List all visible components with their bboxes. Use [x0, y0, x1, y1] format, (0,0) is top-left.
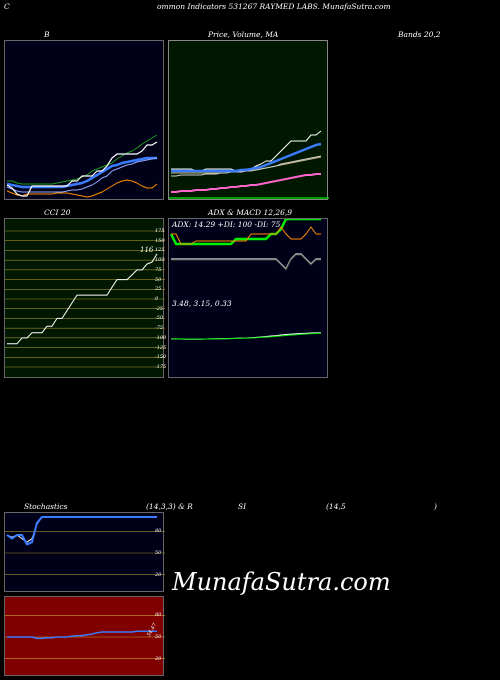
stoch-k-line — [6, 516, 157, 546]
adx-plus-di-line — [169, 219, 321, 246]
bands-title-right: Bands 20,2 — [398, 30, 441, 39]
rsi-line — [7, 630, 157, 640]
y-tick-label: 100 — [155, 257, 165, 264]
y-tick-label: 75 — [155, 266, 162, 273]
y-tick-label: 50 — [155, 634, 162, 640]
bands-chart — [6, 134, 158, 198]
bands-title-left: B — [44, 30, 50, 39]
stoch-chart — [5, 516, 165, 575]
volume-ma-line — [171, 173, 321, 193]
macd-values: 3.48, 3.15, 0.33 — [172, 299, 232, 308]
y-tick-label: 20 — [155, 655, 162, 662]
bands-middle-line — [6, 156, 157, 189]
cci-line — [7, 253, 158, 345]
macd-chart — [171, 332, 322, 340]
bands-panel — [4, 40, 164, 200]
y-tick-label: -75 — [155, 325, 164, 332]
adx-line — [171, 253, 321, 270]
stoch-d-line — [6, 516, 157, 543]
rsi-params: (14,5 — [326, 502, 346, 511]
price-title: Price, Volume, MA — [208, 30, 279, 39]
bands-ma-line — [6, 179, 158, 198]
adx-panel: ADX: 14.29 +DI: 100 -DI: 75 — [168, 218, 328, 298]
y-tick-label: 50 — [155, 276, 162, 283]
adx-minus-di-line — [171, 226, 321, 245]
macd-panel: 3.48, 3.15, 0.33 — [168, 298, 328, 378]
price-panel — [168, 40, 329, 200]
rsi-params-close: ) — [434, 502, 437, 511]
rsi-si: SI — [238, 502, 247, 511]
bands-upper-line — [7, 134, 158, 185]
rsi-panel: 80 50 20 54.47 — [4, 596, 165, 676]
y-tick-label: 80 — [155, 528, 162, 535]
watermark: MunafaSutra.com — [172, 568, 391, 596]
stoch-panel: 80 50 20 — [4, 512, 165, 592]
rsi-chart — [5, 615, 165, 659]
cci-chart — [5, 230, 165, 368]
price-ma-fast-line — [171, 142, 322, 173]
cci-title: CCI 20 — [44, 208, 71, 217]
bands-price-line — [6, 141, 158, 197]
y-tick-label: 20 — [155, 571, 162, 578]
y-tick-label: 175 — [155, 228, 165, 234]
adx-shadow-line — [171, 254, 321, 271]
adx-macd-title: ADX & MACD 12,26,9 — [208, 208, 293, 217]
price-chart — [169, 130, 329, 199]
y-tick-label: -25 — [155, 305, 164, 312]
cci-panel: 175 150 125 100 75 50 25 0 -25 -50 -75 -100 -125 -150… — [4, 218, 167, 378]
stoch-title: Stochastics — [24, 502, 68, 511]
header-title-c: C — [4, 2, 10, 11]
y-tick-label: 25 — [155, 286, 162, 293]
y-tick-label: 0 — [155, 296, 159, 302]
adx-chart — [169, 219, 321, 271]
stoch-params: (14,3,3) & R — [146, 502, 193, 511]
y-tick-label: -125 — [155, 344, 167, 351]
y-tick-label: 150 — [155, 237, 165, 244]
y-tick-label: 80 — [155, 612, 162, 619]
cci-last-value: 116 — [140, 246, 154, 254]
macd-signal-line — [171, 332, 322, 340]
y-tick-label: -150 — [155, 354, 167, 361]
adx-values: ADX: 14.29 +DI: 100 -DI: 75 — [172, 220, 281, 229]
y-tick-label: -100 — [155, 334, 167, 341]
bands-lower-line — [6, 157, 158, 193]
header-title: ommon Indicators 531267 RAYMED LABS. Mun… — [157, 2, 391, 11]
y-tick-label: 125 — [155, 247, 165, 254]
y-tick-label: 50 — [155, 550, 162, 556]
y-tick-label: -50 — [155, 315, 164, 322]
y-tick-label: -175 — [155, 364, 167, 370]
